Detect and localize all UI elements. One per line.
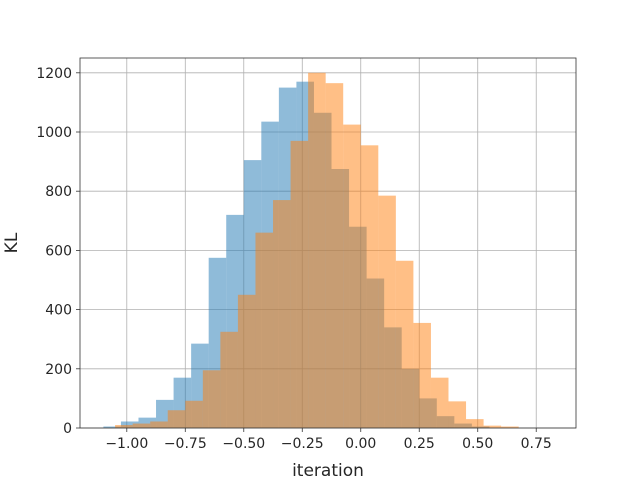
x-tick-label-6: 0.50 [462,436,493,452]
bar-series-2-bin-12 [325,83,344,428]
bar-series-2-bin-15 [378,195,396,428]
bar-series-2-bin-21 [483,425,502,428]
bar-series-2-bin-10 [290,140,309,428]
bar-series-2-bin-9 [273,200,291,428]
bar-series-2-bin-3 [167,410,186,428]
bar-series-2-bin-13 [343,124,361,428]
bar-series-2-bin-20 [466,419,484,428]
y-axis-label: KL [2,232,22,253]
x-tick-label-2: −0.50 [222,436,265,452]
y-tick-label-4: 800 [45,184,72,200]
axis-ticks: −1.00 −0.75 −0.50 −0.25 0.00 0.25 0.50 0.75 0 200… [36,66,551,452]
bar-series-2-bin-4 [185,400,203,428]
bar-series-2-bin-17 [413,322,431,428]
x-tick-label-0: −1.00 [105,436,148,452]
y-tick-label-0: 0 [63,421,72,437]
bar-series-2-bin-14 [360,145,379,428]
bar-series-2-bin-22 [501,426,519,428]
x-tick-label-7: 0.75 [521,436,552,452]
plot-frame [79,57,577,429]
x-tick-label-3: −0.25 [281,436,324,452]
x-axis-label: iteration [292,461,364,480]
bar-series-1-bin-1 [120,421,139,428]
bar-series-2-bin-18 [430,377,449,428]
bar-series-2-bin-1 [132,423,151,428]
y-tick-label-2: 400 [45,303,72,319]
bar-series-2-bin-16 [395,260,414,428]
x-tick-label-4: 0.00 [345,436,376,452]
bar-series-2-bin-6 [220,331,238,428]
bar-series-1-bin-0 [103,426,121,428]
bar-series-1-bin-2 [138,417,157,428]
bar-series-2-bin-2 [150,421,168,428]
bar-series-2-bin-0 [115,425,133,428]
bar-series-2-bin-5 [202,370,221,428]
bar-series-2-bin-11 [308,72,326,429]
histogram-bars [103,72,519,429]
bar-series-2-bin-19 [448,401,467,428]
x-tick-label-5: 0.25 [404,436,435,452]
y-tick-label-6: 1200 [36,66,72,82]
y-tick-label-3: 600 [45,243,72,259]
bar-series-2-bin-7 [237,294,256,428]
y-tick-label-1: 200 [45,362,72,378]
bar-series-2-bin-8 [255,232,274,428]
x-tick-label-1: −0.75 [164,436,207,452]
y-tick-label-5: 1000 [36,125,72,141]
